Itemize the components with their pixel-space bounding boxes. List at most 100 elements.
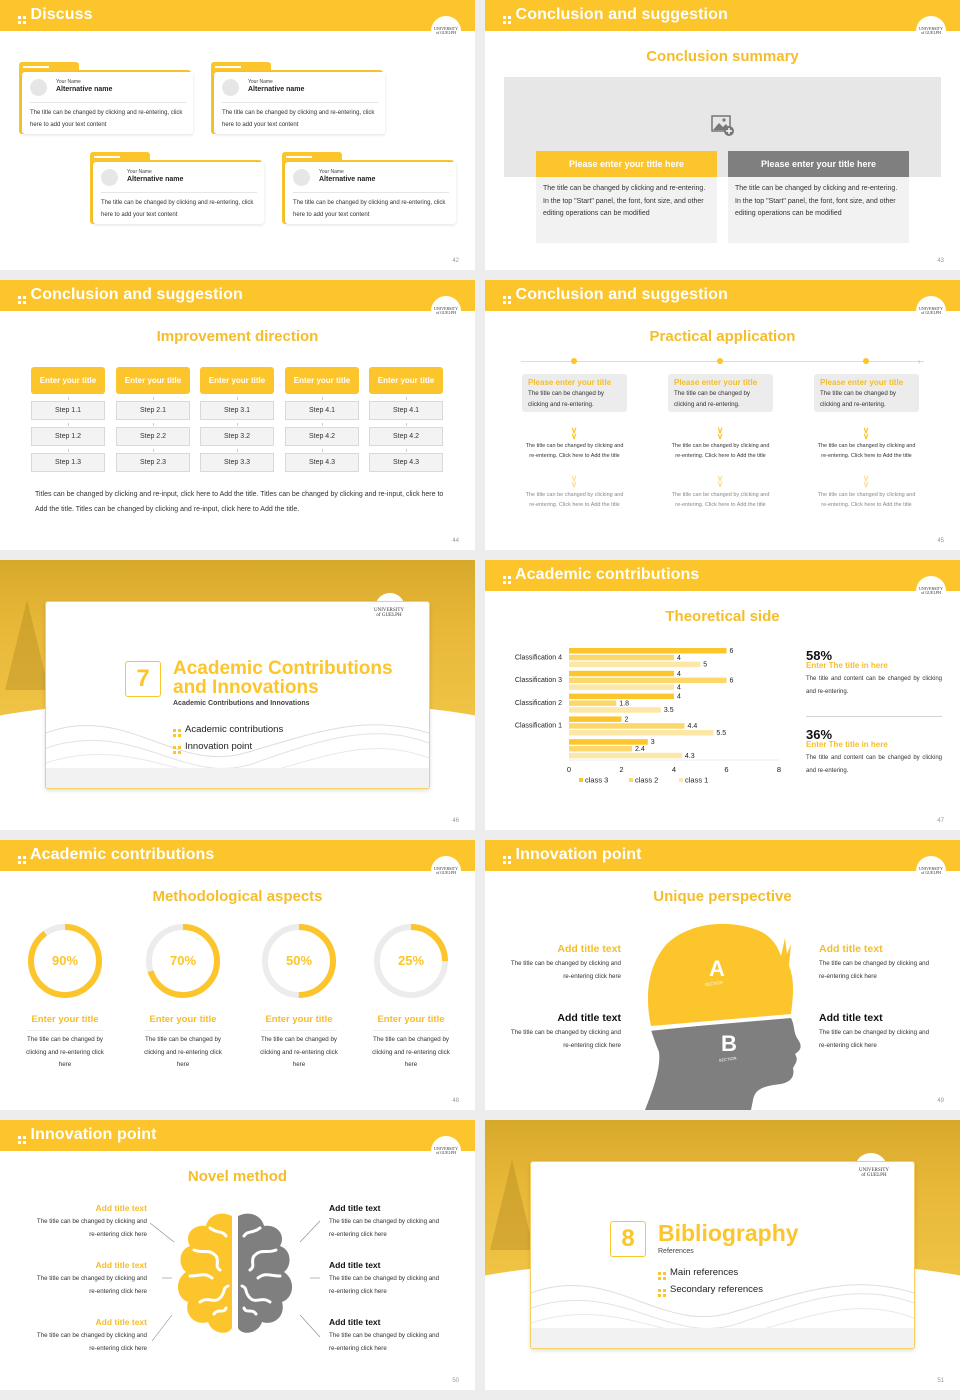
slide-51-section-bibliography[interactable]: UNIVERSITY of GUELPH 8 Bibliography Refer… <box>485 1120 960 1390</box>
ring-title: Enter your title <box>265 1014 333 1025</box>
profile-card[interactable]: Your Name Alternative name The title can… <box>19 62 193 134</box>
horizontal-bar-chart: 6 4 5 Classification 4 4 6 4 Classification 3 4 1… <box>515 648 781 785</box>
slide-42-discuss[interactable]: Discuss UNIVERSITY of GUELPH Your Name Al… <box>0 0 475 270</box>
progress-ring: 90% <box>26 922 104 1000</box>
slide-subtitle: Conclusion summary <box>646 48 799 65</box>
title-box-gray[interactable]: Please enter your title here <box>728 151 909 177</box>
slide-48-methodological-aspects[interactable]: Academic contributions UNIVERSITY of GUEL… <box>0 840 475 1110</box>
bullet-dots-icon <box>658 1289 666 1297</box>
svg-text:4: 4 <box>677 684 681 691</box>
step-box[interactable]: Step 1.1 <box>31 397 105 420</box>
box-text: The title can be changed by clicking and… <box>528 390 605 408</box>
chevron-down-icon: ∨ ∨ <box>570 425 578 441</box>
step-box[interactable]: Step 4.2 <box>369 423 443 446</box>
step-box[interactable]: Step 1.3 <box>31 449 105 472</box>
column-title[interactable]: Enter your title <box>369 367 443 394</box>
application-box[interactable]: Please enter your title The title can be… <box>668 374 773 412</box>
box-title: Please enter your title <box>820 378 904 387</box>
header-title: Discuss <box>30 6 93 23</box>
slide-45-practical-application[interactable]: Conclusion and suggestion UNIVERSITY of G… <box>485 280 960 550</box>
page-number: 46 <box>452 818 459 824</box>
slide-subtitle: Methodological aspects <box>152 888 323 905</box>
box-text: The title can be changed by clicking and… <box>536 177 717 243</box>
slide-50-novel-method[interactable]: Innovation point UNIVERSITY of GUELPH Nov… <box>0 1120 475 1390</box>
profile-card[interactable]: Your Name Alternative name The title can… <box>282 152 456 224</box>
step-box[interactable]: Step 4.3 <box>369 449 443 472</box>
side-text-block: Add title text The title can be changed … <box>510 1012 621 1049</box>
university-logo: UNIVERSITY of GUELPH <box>916 576 946 606</box>
step-box[interactable]: Step 2.3 <box>116 449 190 472</box>
ring-text: The title can be changed by clicking and… <box>372 1036 450 1068</box>
step-box[interactable]: Step 4.1 <box>285 397 359 420</box>
side-text-block: Add title text The title can be changed … <box>36 1317 147 1352</box>
column-title[interactable]: Enter your title <box>200 367 274 394</box>
wave-decoration <box>531 1284 914 1348</box>
profile-card[interactable]: Your Name Alternative name The title can… <box>90 152 264 224</box>
card-name: Alternative name <box>127 176 184 183</box>
page-number: 50 <box>452 1378 459 1384</box>
chevron-down-icon: ∨ ∨ <box>862 425 870 441</box>
bullet-dots-icon <box>503 576 511 584</box>
step-box[interactable]: Step 3.3 <box>200 449 274 472</box>
step-column: Enter your title Step 1.1 Step 1.2 Step … <box>31 367 105 472</box>
step-box[interactable]: Step 1.2 <box>31 423 105 446</box>
section-item[interactable]: Main references <box>658 1267 738 1280</box>
slide-subtitle: Unique perspective <box>653 888 792 905</box>
ring-text: The title can be changed by clicking and… <box>144 1036 222 1068</box>
image-placeholder-icon <box>293 169 310 186</box>
connector-lines <box>150 1220 321 1342</box>
slide-subtitle: Practical application <box>649 328 796 345</box>
svg-text:Classification 2: Classification 2 <box>515 700 562 707</box>
slide-46-section-academic-contributions[interactable]: UNIVERSITY of GUELPH 7 Academic Contribut… <box>0 560 475 830</box>
card-name: Alternative name <box>56 86 113 93</box>
step-box[interactable]: Step 4.1 <box>369 397 443 420</box>
column-title[interactable]: Enter your title <box>116 367 190 394</box>
box-text: The title can be changed by clicking and… <box>674 390 751 408</box>
slide-44-improvement-direction[interactable]: Conclusion and suggestion UNIVERSITY of G… <box>0 280 475 550</box>
card-text: The title can be changed by clicking and… <box>222 110 375 128</box>
bullet-dots-icon <box>18 1136 26 1144</box>
section-item[interactable]: Secondary references <box>658 1284 763 1297</box>
side-text-block: Add title text The title can be changed … <box>36 1203 147 1238</box>
step-box[interactable]: Step 4.3 <box>285 449 359 472</box>
section-item[interactable]: Innovation point <box>173 741 252 754</box>
svg-text:8: 8 <box>777 765 781 774</box>
page-number: 45 <box>937 538 944 544</box>
application-box[interactable]: Please enter your title The title can be… <box>814 374 919 412</box>
add-image-icon <box>711 115 734 136</box>
header-title: Innovation point <box>515 846 642 863</box>
step-text: The title can be changed by clicking and… <box>817 443 916 459</box>
column-title[interactable]: Enter your title <box>285 367 359 394</box>
slide-header: Conclusion and suggestion <box>485 0 960 31</box>
slide-43-conclusion-summary[interactable]: Conclusion and suggestion UNIVERSITY of G… <box>485 0 960 270</box>
column-title[interactable]: Enter your title <box>31 367 105 394</box>
card-text: The title can be changed by clicking and… <box>293 200 446 218</box>
slide-header: Innovation point <box>485 840 960 871</box>
box-title: Please enter your title <box>528 378 612 387</box>
university-logo: UNIVERSITY of GUELPH <box>374 608 404 618</box>
brain-icon <box>177 1213 293 1333</box>
step-box[interactable]: Step 3.2 <box>200 423 274 446</box>
svg-text:4: 4 <box>672 765 676 774</box>
bullet-dots-icon <box>18 16 26 24</box>
bullet-dots-icon <box>18 296 26 304</box>
bullet-dots-icon <box>173 729 181 737</box>
slide-header: Conclusion and suggestion <box>0 280 475 311</box>
profile-card[interactable]: Your Name Alternative name The title can… <box>211 62 385 134</box>
title-box-yellow[interactable]: Please enter your title here <box>536 151 717 177</box>
slide-49-unique-perspective[interactable]: Innovation point UNIVERSITY of GUELPH Uni… <box>485 840 960 1110</box>
university-logo: UNIVERSITY of GUELPH <box>916 856 946 886</box>
section-item[interactable]: Academic contributions <box>173 724 283 737</box>
arrow-right-icon: › <box>918 357 921 366</box>
application-box[interactable]: Please enter your title The title can be… <box>522 374 627 412</box>
step-box[interactable]: Step 3.1 <box>200 397 274 420</box>
divider <box>806 716 942 717</box>
slide-47-theoretical-side[interactable]: Academic contributions UNIVERSITY of GUEL… <box>485 560 960 830</box>
bullet-dots-icon <box>18 856 26 864</box>
step-box[interactable]: Step 4.2 <box>285 423 359 446</box>
step-column: Enter your title Step 4.1 Step 4.2 Step … <box>285 367 359 472</box>
step-box[interactable]: Step 2.1 <box>116 397 190 420</box>
side-text-block: Add title text The title can be changed … <box>510 943 621 980</box>
step-box[interactable]: Step 2.2 <box>116 423 190 446</box>
svg-text:6: 6 <box>724 765 728 774</box>
